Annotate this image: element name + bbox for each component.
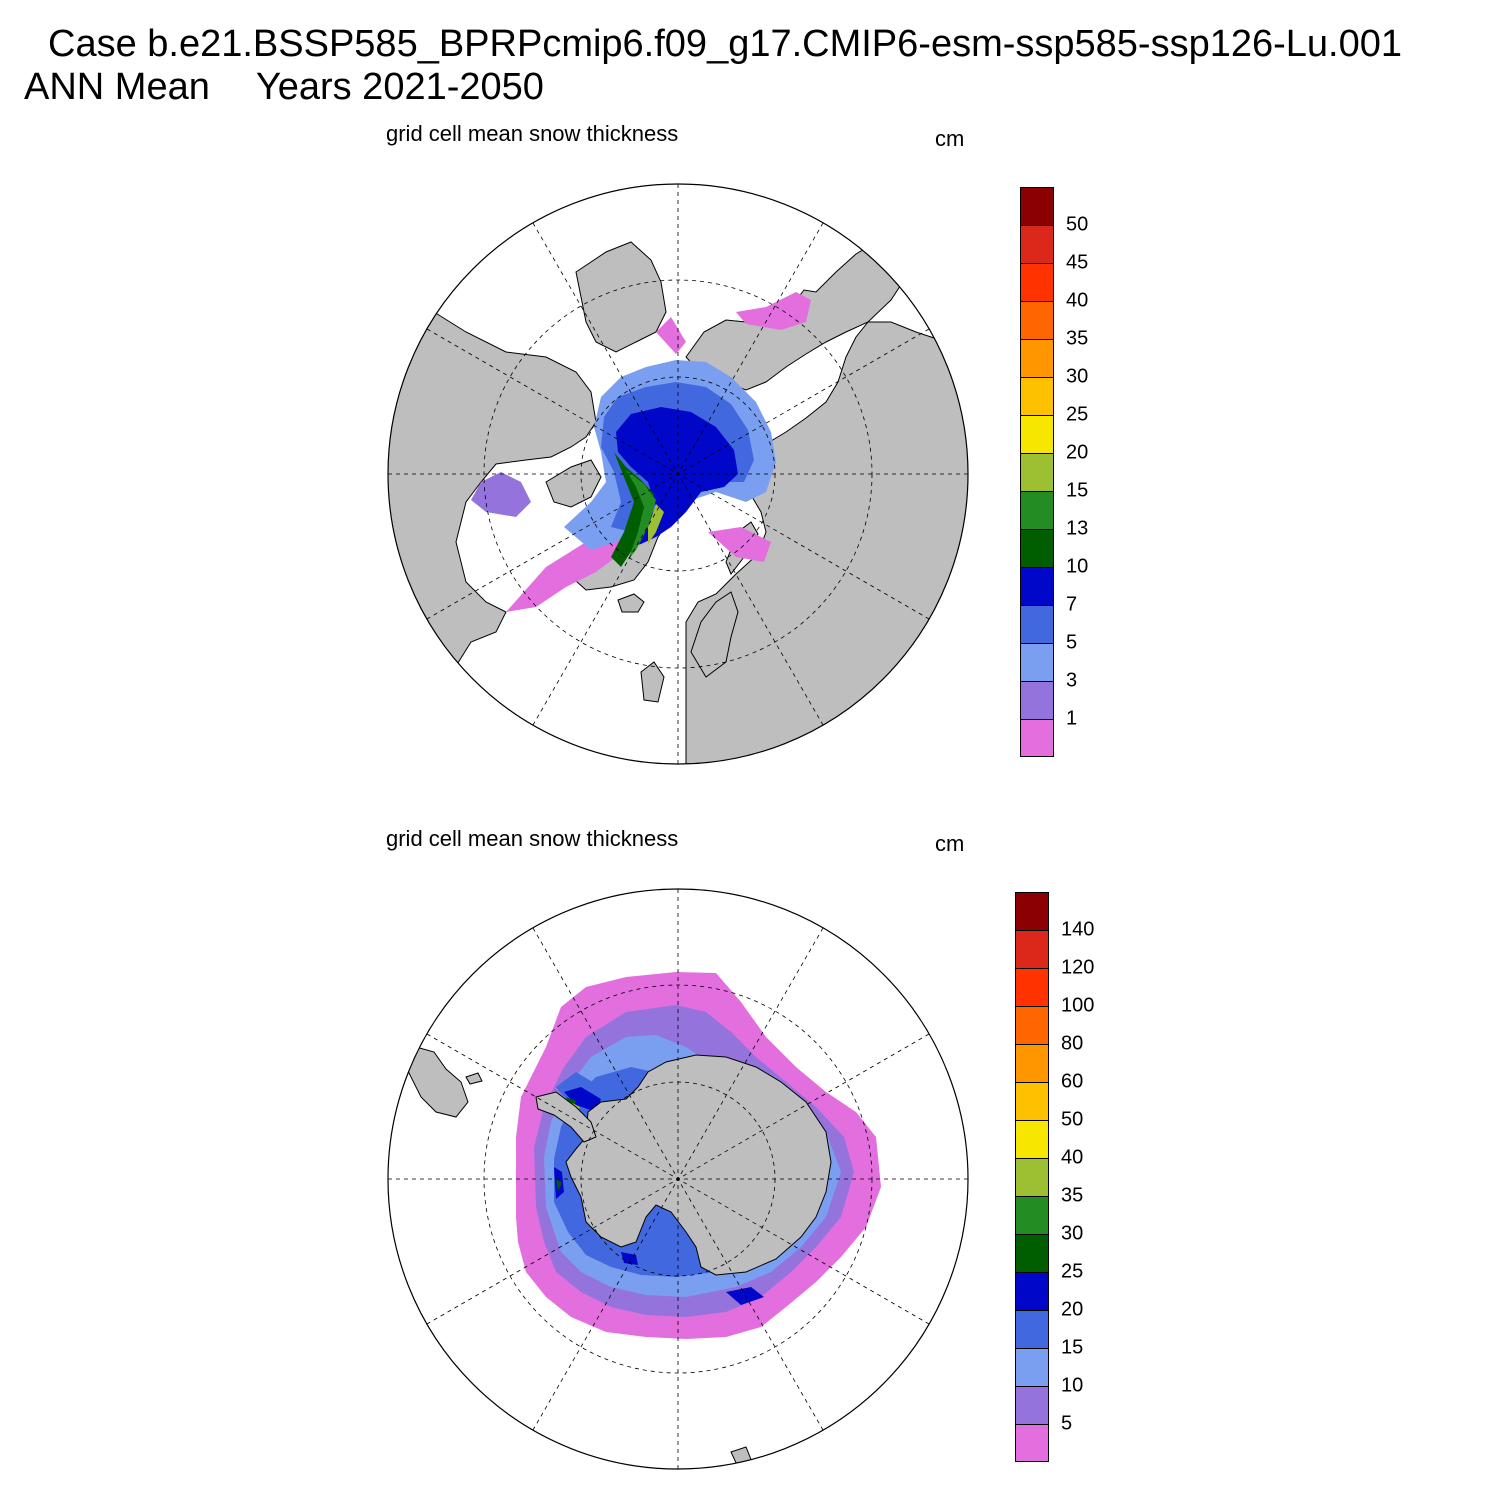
south-colorbar-label: 50 [1061,1108,1084,1131]
north-colorbar-swatch [1020,491,1054,529]
south-panel-title: grid cell mean snow thickness [386,826,679,851]
north-colorbar-swatch [1020,681,1054,719]
south-land-south-america [405,1046,469,1118]
north-map-border [387,183,969,765]
north-colorbar-swatch [1020,263,1054,301]
south-colorbar-swatch [1015,1424,1049,1462]
south-graticule [388,889,968,1469]
south-colorbar-label: 80 [1061,1032,1084,1055]
south-units-label: cm [935,831,965,856]
south-colorbar-swatch [1015,1006,1049,1044]
north-colorbar-label: 45 [1066,251,1089,274]
north-polar-map [387,183,969,765]
north-colorbar-swatch [1020,453,1054,491]
south-colorbar-swatch [1015,1272,1049,1310]
south-land-antarctic-peninsula [535,1091,597,1143]
north-colorbar-swatch [1020,719,1054,757]
north-units-label: cm [935,126,965,151]
north-colorbar-swatch [1020,415,1054,453]
north-colorbar-swatch [1020,529,1054,567]
south-snow-band-30 [556,1097,576,1191]
north-colorbar-swatch [1020,605,1054,643]
north-colorbar-swatch [1020,567,1054,605]
north-colorbar-swatch [1020,225,1054,263]
north-colorbar-label: 13 [1066,517,1089,540]
north-snow-band-15 [626,470,656,560]
south-colorbar-label: 35 [1061,1184,1084,1207]
north-land-scandinavia [690,591,739,678]
south-colorbar-label: 15 [1061,1336,1084,1359]
south-colorbar-swatch [1015,1386,1049,1424]
north-colorbar-label: 30 [1066,365,1089,388]
north-colorbar-swatch [1020,187,1054,225]
south-polar-map [387,888,969,1470]
period-title: ANN Mean Years 2021-2050 [24,68,544,106]
south-colorbar-swatch [1015,1082,1049,1120]
south-colorbar-label: 25 [1061,1260,1084,1283]
south-land-antarctica [565,1054,832,1276]
south-colorbar-label: 30 [1061,1222,1084,1245]
south-colorbar-swatch [1015,930,1049,968]
north-land-canadian-archipelago [545,459,602,508]
north-colorbar-label: 40 [1066,289,1089,312]
north-colorbar-label: 15 [1066,479,1089,502]
north-colorbar-swatch [1020,339,1054,377]
north-snow-band-1b [708,527,771,562]
north-colorbar-label: 10 [1066,555,1089,578]
south-colorbar-swatch [1015,1044,1049,1082]
south-colorbar-label: 140 [1061,918,1095,941]
south-colorbar-swatch [1015,1120,1049,1158]
north-colorbar-swatch [1020,643,1054,681]
north-colorbar-label: 3 [1066,669,1078,692]
north-snow-band-20 [648,504,664,544]
south-colorbar-label: 20 [1061,1298,1084,1321]
south-colorbar-label: 60 [1061,1070,1084,1093]
north-snow-band-1c [656,292,811,354]
north-colorbar-label: 25 [1066,403,1089,426]
south-map-border [387,888,969,1470]
south-colorbar-label: 40 [1061,1146,1084,1169]
south-colorbar-swatch [1015,1234,1049,1272]
south-colorbar-label: 100 [1061,994,1095,1017]
north-colorbar-label: 50 [1066,213,1089,236]
north-snow-band-3-hudson [471,472,531,517]
south-colorbar-swatch [1015,1158,1049,1196]
north-colorbar-label: 35 [1066,327,1089,350]
north-colorbar-swatch [1020,377,1054,415]
south-colorbar-swatch [1015,1348,1049,1386]
north-colorbar-label: 1 [1066,707,1078,730]
north-land-alaska-chukotka [575,241,667,353]
north-panel-title: grid cell mean snow thickness [386,121,679,146]
south-colorbar-label: 5 [1061,1412,1073,1435]
north-land-britain [640,661,665,703]
south-colorbar-swatch [1015,892,1049,930]
north-colorbar-label: 7 [1066,593,1078,616]
north-graticule [388,184,968,764]
south-colorbar-swatch [1015,968,1049,1006]
north-land-north-america [388,306,597,703]
north-snow-band-13 [611,452,654,567]
north-colorbar-label: 20 [1066,441,1089,464]
south-colorbar-swatch [1015,1310,1049,1348]
season-label: ANN Mean [24,66,210,108]
years-label: Years 2021-2050 [255,66,544,108]
south-colorbar-label: 10 [1061,1374,1084,1397]
north-colorbar-swatch [1020,301,1054,339]
south-colorbar-label: 120 [1061,956,1095,979]
south-land-south-georgia [465,1072,483,1085]
north-colorbar-label: 5 [1066,631,1078,654]
south-colorbar-swatch [1015,1196,1049,1234]
north-snow-band-10 [616,407,738,547]
north-land-iceland [617,593,645,613]
case-title: Case b.e21.BSSP585_BPRPcmip6.f09_g17.CMI… [48,23,1402,65]
